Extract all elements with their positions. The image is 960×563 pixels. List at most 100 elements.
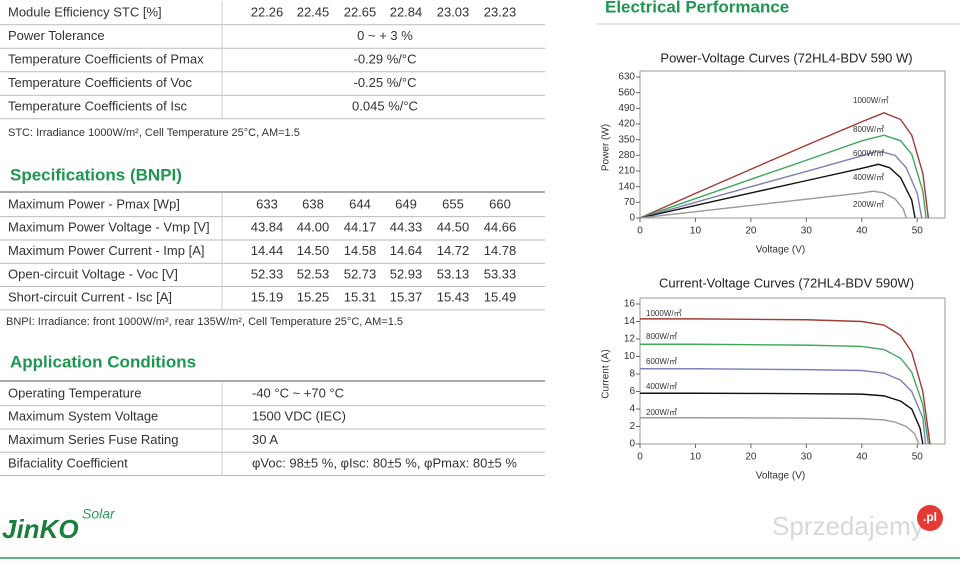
cell-value: φVoc: 98±5 %, φIsc: 80±5 %, φPmax: 80±5 …	[252, 455, 517, 470]
footnote: BNPI: Irradiance: front 1000W/m², rear 1…	[6, 316, 403, 328]
cell-value: 649	[395, 196, 417, 211]
row-label: Temperature Coefficients of Isc	[8, 98, 187, 113]
cell-value: 22.26	[251, 4, 284, 19]
x-tick-label: 0	[637, 452, 643, 463]
y-tick-label: 12	[624, 334, 636, 345]
cell-value: 53.33	[484, 266, 517, 281]
y-tick-label: 70	[624, 197, 636, 208]
series-label: 200W/㎡	[646, 408, 677, 417]
cell-value: 43.84	[251, 220, 284, 235]
row-label: Power Tolerance	[8, 28, 105, 43]
cell-value: 0.045 %/°C	[352, 98, 418, 113]
y-tick-label: 16	[624, 299, 636, 310]
cell-value: 44.17	[344, 220, 377, 235]
logo-sub: Solar	[82, 506, 116, 522]
logo: JinKO	[2, 514, 79, 544]
cell-value: 660	[489, 196, 511, 211]
row-label: Temperature Coefficients of Pmax	[8, 51, 204, 66]
x-axis-label: Voltage (V)	[756, 471, 805, 482]
curve	[640, 392, 924, 445]
cell-value: 44.50	[437, 220, 470, 235]
y-tick-label: 140	[618, 181, 635, 192]
y-tick-label: 210	[618, 166, 635, 177]
row-label: Temperature Coefficients of Voc	[8, 75, 193, 90]
cell-value: 44.66	[484, 220, 517, 235]
row-label: Maximum Power Current - Imp [A]	[8, 243, 205, 258]
y-axis-label: Power (W)	[601, 124, 612, 171]
curve	[639, 112, 930, 219]
row-label: Short-circuit Current - Isc [A]	[8, 290, 172, 305]
cell-value: 1500 VDC (IEC)	[252, 409, 346, 424]
series-label: 1000W/㎡	[646, 309, 682, 318]
plot-frame	[639, 70, 946, 219]
x-tick-label: 40	[856, 226, 868, 237]
x-tick-label: 50	[912, 452, 924, 463]
row-label: Operating Temperature	[8, 385, 141, 400]
cell-value: 15.25	[297, 290, 330, 305]
y-tick-label: 4	[629, 404, 635, 415]
y-axis-label: Current (A)	[601, 349, 612, 398]
cell-value: 52.93	[390, 266, 423, 281]
y-tick-label: 420	[618, 119, 635, 130]
series-label: 600W/㎡	[853, 149, 884, 158]
cell-value: 22.84	[390, 4, 423, 19]
cell-value: 14.78	[484, 243, 517, 258]
cell-value: 15.19	[251, 290, 284, 305]
row-label: Module Efficiency STC [%]	[8, 4, 162, 19]
curve	[640, 368, 927, 445]
curve	[639, 190, 907, 219]
cell-value: 14.58	[344, 243, 377, 258]
series-label: 800W/㎡	[646, 332, 677, 341]
row-label: Maximum Power - Pmax [Wp]	[8, 196, 180, 211]
cell-value: -0.25 %/°C	[353, 75, 416, 90]
series-label: 400W/㎡	[646, 382, 677, 391]
cell-value: 52.73	[344, 266, 377, 281]
section-heading: Specifications (BNPI)	[10, 165, 182, 184]
series-label: 600W/㎡	[646, 357, 677, 366]
row-label: Open-circuit Voltage - Voc [V]	[8, 266, 178, 281]
x-tick-label: 30	[801, 226, 813, 237]
curve	[640, 417, 920, 445]
cell-value: -40 °C ~ +70 °C	[252, 385, 344, 400]
cell-value: 14.50	[297, 243, 330, 258]
series-label: 400W/㎡	[853, 173, 884, 182]
cell-value: 22.65	[344, 4, 377, 19]
cell-value: 52.33	[251, 266, 284, 281]
cell-value: 53.13	[437, 266, 470, 281]
y-tick-label: 8	[629, 369, 635, 380]
chart-title: Power-Voltage Curves (72HL4-BDV 590 W)	[660, 50, 912, 65]
curve	[639, 134, 927, 219]
x-tick-label: 30	[801, 452, 813, 463]
row-label: Maximum Series Fuse Rating	[8, 432, 179, 447]
cell-value: 0 ~ + 3 %	[357, 28, 413, 43]
y-tick-label: 0	[629, 439, 635, 450]
cell-value: 655	[442, 196, 464, 211]
x-tick-label: 20	[745, 226, 757, 237]
cell-value: -0.29 %/°C	[353, 51, 416, 66]
row-label: Bifaciality Coefficient	[8, 455, 128, 470]
watermark: Sprzedajemy	[772, 511, 924, 541]
row-label: Maximum System Voltage	[8, 409, 158, 424]
cell-value: 22.45	[297, 4, 330, 19]
y-tick-label: 490	[618, 103, 635, 114]
cell-value: 644	[349, 196, 371, 211]
watermark-badge	[917, 505, 943, 531]
cell-value: 44.33	[390, 220, 423, 235]
series-label: 1000W/㎡	[853, 96, 889, 105]
cell-value: 44.00	[297, 220, 330, 235]
series-label: 800W/㎡	[853, 125, 884, 134]
cell-value: 15.49	[484, 290, 517, 305]
cell-value: 23.03	[437, 4, 470, 19]
section-heading: Electrical Performance	[605, 0, 789, 16]
cell-value: 52.53	[297, 266, 330, 281]
x-tick-label: 40	[856, 452, 868, 463]
curve	[640, 318, 931, 445]
curve	[640, 343, 930, 445]
cell-value: 638	[302, 196, 324, 211]
series-label: 200W/㎡	[853, 200, 884, 209]
cell-value: 15.43	[437, 290, 470, 305]
y-tick-label: 10	[624, 351, 636, 362]
x-tick-label: 10	[690, 226, 702, 237]
